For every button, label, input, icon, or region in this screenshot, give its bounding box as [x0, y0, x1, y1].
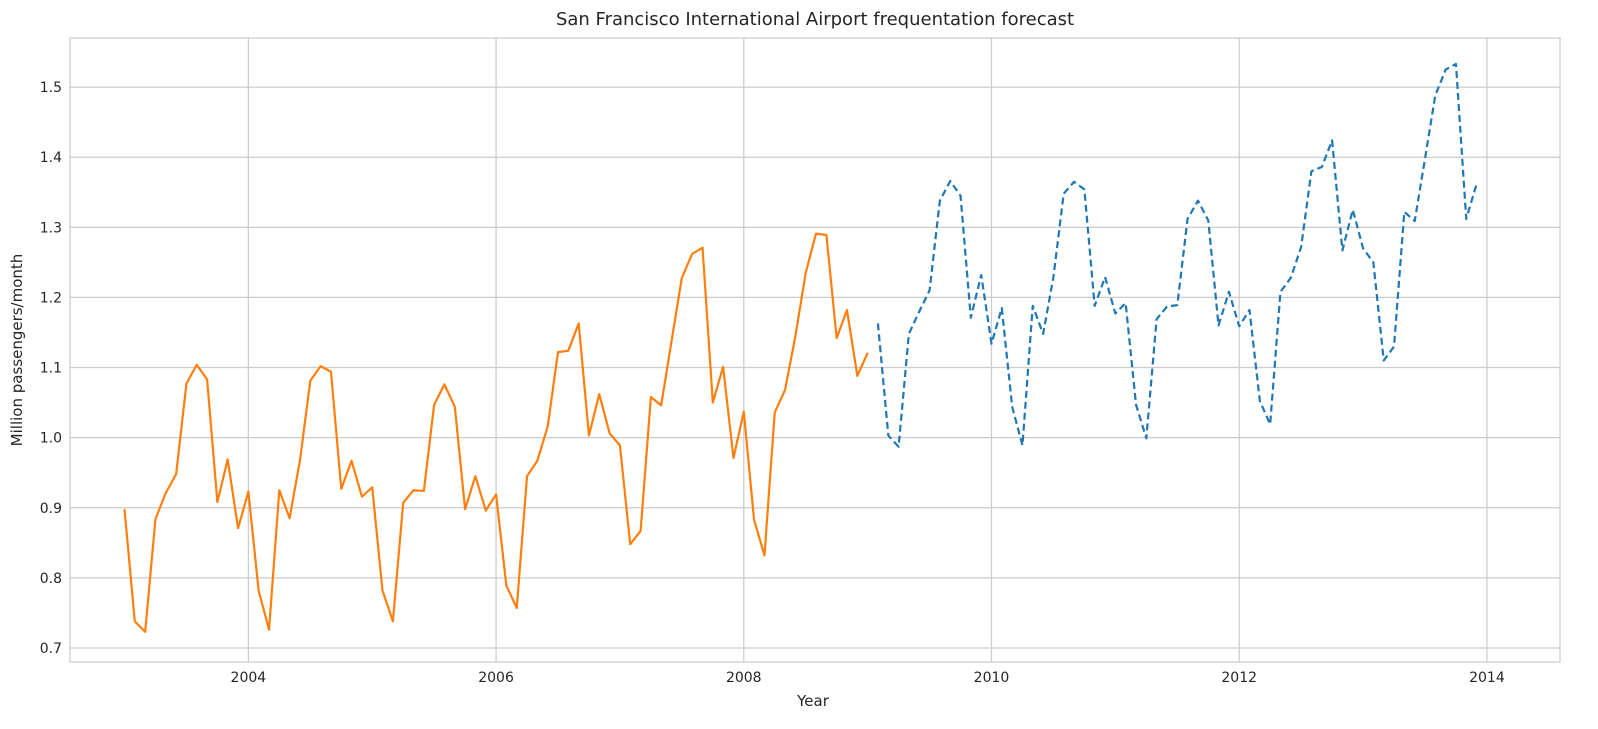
y-tick-label: 0.7 — [40, 641, 62, 657]
x-tick-label: 2014 — [1469, 670, 1505, 686]
y-tick-label: 0.8 — [40, 571, 62, 587]
x-tick-label: 2006 — [478, 670, 514, 686]
x-axis-label: Year — [796, 692, 830, 710]
y-tick-label: 1.2 — [40, 290, 62, 306]
x-tick-label: 2008 — [726, 670, 762, 686]
y-tick-label: 0.9 — [40, 501, 62, 517]
series-layer — [123, 62, 1478, 633]
plot-frame — [69, 37, 1561, 663]
historical-series-line — [123, 232, 869, 633]
y-axis-label: Million passengers/month — [8, 254, 26, 447]
y-tick-label: 1.0 — [40, 431, 62, 447]
chart-title: San Francisco International Airport freq… — [556, 9, 1074, 30]
forecast-series-line — [876, 62, 1478, 448]
y-tick-label: 1.3 — [40, 220, 62, 236]
y-tick-label: 1.4 — [40, 150, 62, 166]
y-tick-label: 1.1 — [40, 361, 62, 377]
y-tick-label: 1.5 — [40, 80, 62, 96]
x-axis-ticks: 2004 2006 2008 2010 2012 2014 — [231, 670, 1505, 686]
x-tick-label: 2010 — [974, 670, 1010, 686]
x-tick-label: 2004 — [231, 670, 267, 686]
y-axis-ticks: 0.7 0.8 0.9 1.0 1.1 1.2 1.3 1.4 1.5 — [40, 80, 62, 657]
x-tick-label: 2012 — [1221, 670, 1257, 686]
